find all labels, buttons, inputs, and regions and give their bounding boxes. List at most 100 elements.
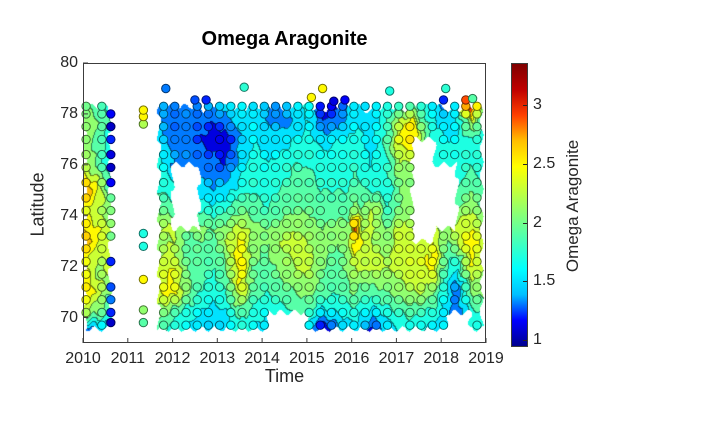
x-tick-label: 2017 <box>378 350 415 367</box>
station-marker <box>329 96 339 106</box>
station-marker <box>338 121 348 132</box>
station-marker <box>106 295 116 305</box>
x-tick-label: 2013 <box>199 350 236 367</box>
station-marker <box>192 244 202 254</box>
station-marker <box>371 205 381 216</box>
station-marker <box>214 193 225 203</box>
station-marker <box>461 244 471 254</box>
station-marker <box>158 149 169 160</box>
station-marker <box>371 244 381 254</box>
station-marker <box>248 205 258 216</box>
station-marker <box>181 231 191 241</box>
station-marker <box>405 162 415 173</box>
station-marker <box>405 295 415 305</box>
station-marker <box>427 320 437 330</box>
station-marker <box>106 109 116 119</box>
station-marker <box>461 205 471 216</box>
station-marker <box>338 205 348 216</box>
station-marker <box>237 307 247 318</box>
station-marker <box>181 307 191 318</box>
station-marker <box>349 162 359 173</box>
station-marker <box>338 320 348 330</box>
station-marker <box>97 256 107 267</box>
station-marker <box>158 101 169 112</box>
station-marker <box>237 101 247 112</box>
x-tick-label: 2015 <box>289 350 325 367</box>
station-marker <box>461 269 471 279</box>
station-marker <box>282 134 292 145</box>
station-marker <box>293 205 303 216</box>
station-marker <box>317 83 328 94</box>
x-tick-label: 2016 <box>333 350 370 367</box>
y-tick-label: 80 <box>60 54 78 71</box>
station-marker <box>226 218 236 229</box>
station-marker <box>181 282 191 292</box>
station-marker <box>304 320 314 330</box>
station-marker <box>394 231 404 241</box>
station-marker <box>315 231 325 241</box>
station-marker <box>282 282 292 292</box>
y-tick-label: 78 <box>60 104 78 122</box>
station-marker <box>293 282 303 292</box>
station-marker <box>97 177 107 188</box>
station-marker <box>304 149 314 160</box>
station-marker <box>226 134 236 145</box>
station-marker <box>349 134 359 145</box>
station-marker <box>326 162 337 173</box>
station-marker <box>203 193 214 203</box>
station-marker <box>360 218 370 229</box>
station-marker <box>394 244 404 254</box>
station-marker <box>158 121 169 132</box>
station-marker <box>237 256 247 267</box>
station-marker <box>326 256 337 267</box>
station-marker <box>270 218 281 229</box>
station-marker <box>382 244 393 254</box>
station-marker <box>248 244 258 254</box>
station-marker <box>304 193 314 203</box>
station-marker <box>237 162 247 173</box>
station-marker <box>416 256 426 267</box>
station-marker <box>259 121 269 132</box>
station-marker <box>293 231 303 241</box>
colorbar <box>511 63 528 347</box>
station-marker <box>438 307 449 318</box>
station-marker <box>427 101 437 112</box>
x-tick-label: 2018 <box>423 350 460 367</box>
station-marker <box>237 244 247 254</box>
y-tick-label: 76 <box>60 155 78 173</box>
station-marker <box>472 282 482 292</box>
station-marker <box>315 295 325 305</box>
station-marker <box>192 256 202 267</box>
station-marker <box>192 121 202 132</box>
station-marker <box>371 162 381 173</box>
station-marker <box>405 101 415 112</box>
station-marker <box>214 320 225 330</box>
station-marker <box>97 295 107 305</box>
station-marker <box>315 256 325 267</box>
station-marker <box>192 134 202 145</box>
station-marker <box>248 269 258 279</box>
station-marker <box>382 205 393 216</box>
station-marker <box>97 101 107 112</box>
station-marker <box>248 162 258 173</box>
station-marker <box>259 149 269 160</box>
station-marker <box>293 134 303 145</box>
station-marker <box>248 101 258 112</box>
station-marker <box>326 121 337 132</box>
station-marker <box>349 269 359 279</box>
station-marker <box>472 218 482 229</box>
station-marker <box>158 282 169 292</box>
station-marker <box>315 134 325 145</box>
station-marker <box>259 256 269 267</box>
station-marker <box>326 177 337 188</box>
station-marker <box>259 231 269 241</box>
station-marker <box>158 295 169 305</box>
station-marker <box>203 282 214 292</box>
station-marker <box>203 177 214 188</box>
station-marker <box>338 244 348 254</box>
colorbar-tick-mark <box>523 223 527 224</box>
station-marker <box>237 320 247 330</box>
y-axis-label: Latitude <box>27 172 48 237</box>
colorbar-tick-label: 3 <box>533 96 542 114</box>
station-marker <box>394 282 404 292</box>
